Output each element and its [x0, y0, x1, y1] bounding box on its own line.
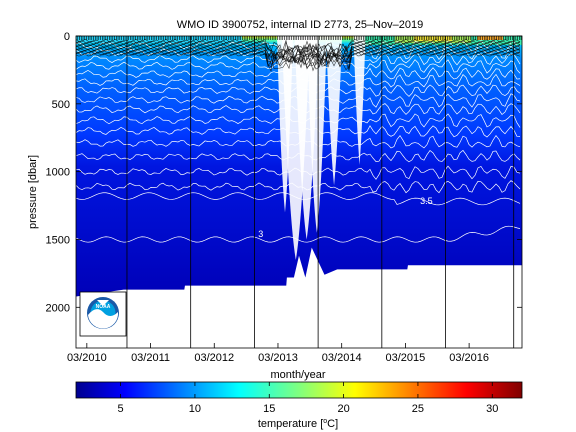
- y-tick-label: 2000: [46, 302, 70, 314]
- eddy-feature: [306, 36, 327, 233]
- colorbar-tick-label: 30: [486, 403, 498, 415]
- isotherm-label: 3.5: [420, 196, 433, 206]
- colorbar-tick-label: 15: [263, 403, 275, 415]
- eddy-feature: [326, 36, 343, 186]
- surface-contour: [76, 48, 521, 69]
- surface-contour: [76, 52, 521, 73]
- eddy-feature: [276, 36, 293, 213]
- colorbar-tick-label: 5: [118, 403, 124, 415]
- x-tick-label: 03/2014: [322, 352, 362, 364]
- colorbar-label: temperature [oC]: [258, 418, 338, 430]
- y-tick-label: 1500: [46, 234, 70, 246]
- x-axis-label: month/year: [270, 369, 325, 381]
- isotherm-3: [76, 225, 521, 243]
- eddy-feature: [353, 36, 366, 165]
- x-tick-label: 03/2016: [449, 352, 489, 364]
- surface-contour: [76, 51, 521, 72]
- warm-patch: [477, 36, 503, 40]
- plot-frame: [75, 35, 523, 349]
- isotherm-3-5: [76, 192, 521, 206]
- profile-marks: [76, 36, 522, 40]
- warm-patch: [413, 36, 452, 41]
- chart-title: WMO ID 3900752, internal ID 2773, 25–Nov…: [177, 19, 423, 31]
- colorbar-tick-label: 25: [412, 403, 424, 415]
- y-tick-label: 1000: [46, 167, 70, 179]
- noaa-logo-text: NOAA: [96, 304, 111, 310]
- plot-area: [76, 36, 522, 348]
- isotherm-label: 3: [258, 229, 263, 239]
- x-axis: 03/2010 03/2011 03/2012 03/2013 03/2014 03/20…: [67, 343, 489, 364]
- colorbar-tick-label: 20: [337, 403, 349, 415]
- y-axis: 0 500 1000 1500 2000: [46, 31, 522, 314]
- x-tick-label: 03/2010: [67, 352, 107, 364]
- colorbar: [75, 381, 523, 399]
- isotherm-labels: 3.53: [258, 196, 432, 239]
- y-tick-label: 0: [64, 31, 70, 43]
- isotherm-contours: [76, 36, 521, 260]
- x-tick-label: 03/2012: [194, 352, 234, 364]
- year-divider-lines: [126, 36, 515, 348]
- surface-contour: [76, 40, 521, 62]
- warm-patch: [76, 36, 242, 43]
- surface-contour: [76, 49, 521, 69]
- colorbar-tick-label: 10: [189, 403, 201, 415]
- y-axis-label: pressure [dbar]: [27, 155, 39, 229]
- colorbar-axis: 5 10 15 20 25 30: [118, 382, 498, 415]
- x-tick-label: 03/2011: [131, 352, 170, 364]
- noaa-logo: NOAA: [79, 291, 127, 337]
- x-tick-label: 03/2013: [258, 352, 298, 364]
- y-tick-label: 500: [52, 99, 70, 111]
- x-tick-label: 03/2015: [386, 352, 426, 364]
- deep-isotherm-contours: [76, 192, 521, 243]
- surface-contour: [76, 45, 521, 66]
